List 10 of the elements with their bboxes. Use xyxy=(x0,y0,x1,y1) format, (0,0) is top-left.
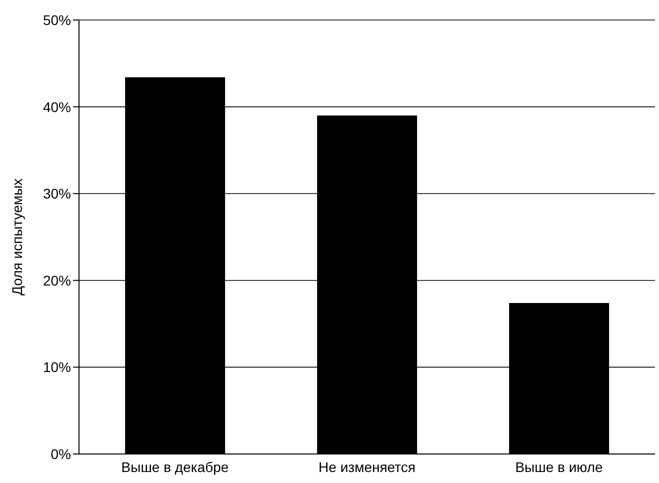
y-axis-title: Доля испытуемых xyxy=(8,178,25,296)
y-tick-label: 50% xyxy=(42,12,71,28)
y-tick-label: 10% xyxy=(42,359,71,376)
x-tick-label: Выше в июле xyxy=(515,458,604,475)
x-tick-label: Не изменяется xyxy=(318,458,416,475)
y-tick-label: 40% xyxy=(42,98,71,115)
y-tick-label: 30% xyxy=(42,186,71,202)
x-tick-label: Выше в декабре xyxy=(121,458,229,475)
y-tick-label: 20% xyxy=(42,272,71,288)
y-tick-label: 0% xyxy=(50,446,71,462)
